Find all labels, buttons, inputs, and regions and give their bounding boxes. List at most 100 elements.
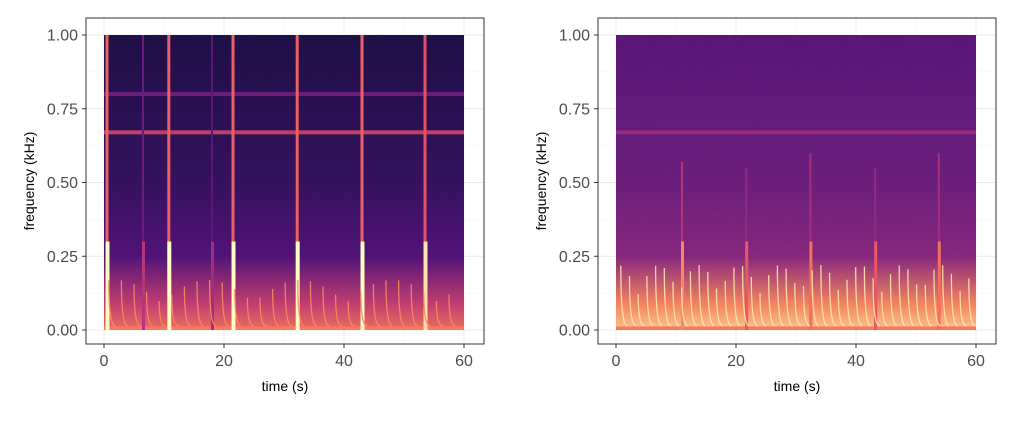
y-tick-label: 1.00 xyxy=(47,28,78,45)
call-arc xyxy=(158,300,166,327)
call-arc xyxy=(108,280,116,327)
y-tick-label: 0.00 xyxy=(47,323,78,340)
dc-band xyxy=(104,326,464,330)
broadband-event-base xyxy=(809,241,813,330)
call-arc xyxy=(145,291,154,327)
call-arc xyxy=(654,265,663,327)
call-arc xyxy=(855,267,863,327)
call-arc xyxy=(698,265,706,327)
dc-band xyxy=(616,326,976,330)
call-arc xyxy=(385,280,393,327)
y-tick-label: 0.50 xyxy=(47,175,78,192)
call-arc xyxy=(196,281,204,327)
plot-frame xyxy=(85,17,485,345)
call-arc xyxy=(794,283,802,327)
tonal-line xyxy=(616,130,976,135)
call-arc xyxy=(397,280,406,327)
broadband-event-base xyxy=(423,241,428,330)
call-arc xyxy=(448,294,456,327)
spectrogram-noise xyxy=(104,35,464,330)
call-arc xyxy=(183,286,192,327)
broadband-event-base xyxy=(874,241,878,330)
spectrogram-heatmap xyxy=(104,35,464,330)
call-arc xyxy=(741,266,750,327)
x-tick-label: 0 xyxy=(100,353,109,370)
call-arc xyxy=(322,286,330,327)
call-arc xyxy=(334,294,343,327)
call-arc xyxy=(246,297,255,327)
low-frequency-calls xyxy=(620,265,976,327)
y-tick-label: 0.25 xyxy=(559,249,590,266)
spectrogram-panel-left: 0 20 40 60 0.00 0.25 0.50 0.75 1.00 time (s) frequ… xyxy=(21,17,485,394)
call-arc xyxy=(372,284,381,327)
broadband-event xyxy=(423,35,427,330)
chart-root-left: 0 20 40 60 0.00 0.25 0.50 0.75 1.00 time (s) frequ… xyxy=(21,17,485,394)
call-arc xyxy=(924,284,933,327)
call-arc xyxy=(628,275,637,327)
broadband-event-base xyxy=(142,241,145,330)
call-arc xyxy=(802,286,811,327)
spectrogram-heatmap xyxy=(616,35,976,330)
call-arc xyxy=(689,271,698,327)
broadband-event-base xyxy=(745,241,749,330)
broadband-event xyxy=(167,35,171,330)
call-arc xyxy=(881,291,889,327)
x-tick-label: 20 xyxy=(727,353,745,370)
y-tick-label: 0.50 xyxy=(559,175,590,192)
call-arc xyxy=(120,280,129,327)
call-arc xyxy=(646,276,654,327)
x-tick-label: 40 xyxy=(335,353,353,370)
call-arc xyxy=(360,291,368,327)
call-arc xyxy=(715,288,724,327)
call-arc xyxy=(915,284,924,327)
chart-root-right: 0 20 40 60 0.00 0.25 0.50 0.75 1.00 time (s) frequ… xyxy=(533,17,997,394)
call-arc xyxy=(423,291,431,327)
call-arc xyxy=(846,279,854,327)
call-arc xyxy=(828,272,837,327)
x-axis-title: time (s) xyxy=(262,378,309,394)
call-arc xyxy=(208,279,217,327)
call-arc xyxy=(620,265,628,327)
call-arc xyxy=(297,279,305,327)
broadband-event-base xyxy=(681,241,684,330)
call-arc xyxy=(133,284,141,327)
x-tick-label: 60 xyxy=(967,353,985,370)
call-arc xyxy=(347,300,355,327)
call-arc xyxy=(284,282,292,327)
call-arc xyxy=(410,284,418,327)
broadband-event xyxy=(211,35,213,330)
call-arc xyxy=(271,288,280,327)
x-tick-label: 0 xyxy=(612,353,621,370)
call-arc xyxy=(942,265,950,327)
call-arc xyxy=(724,280,732,327)
call-arc xyxy=(681,287,689,327)
call-arc xyxy=(907,269,915,327)
call-arc xyxy=(872,278,880,327)
call-arc xyxy=(750,276,759,327)
call-arc xyxy=(759,293,767,327)
call-arc xyxy=(950,273,959,327)
y-tick-label: 0.25 xyxy=(47,249,78,266)
call-arc xyxy=(259,297,267,327)
call-arc xyxy=(637,294,645,327)
spectrogram-left-svg: 0 20 40 60 0.00 0.25 0.50 0.75 1.00 time (s) frequ… xyxy=(21,17,485,394)
broadband-event xyxy=(142,35,144,330)
y-axis-title: frequency (kHz) xyxy=(21,132,37,231)
call-arc xyxy=(889,274,898,327)
call-arc xyxy=(968,278,976,327)
spectrogram-right-svg: 0 20 40 60 0.00 0.25 0.50 0.75 1.00 time (s) frequ… xyxy=(533,17,997,394)
spectrogram-noise xyxy=(616,35,976,330)
call-arc xyxy=(863,266,872,327)
low-frequency-calls xyxy=(108,279,456,327)
y-tick-label: 0.75 xyxy=(47,101,78,118)
broadband-event-base xyxy=(167,241,172,330)
call-arc xyxy=(733,267,741,327)
spectrogram-panel-right: 0 20 40 60 0.00 0.25 0.50 0.75 1.00 time (s) frequ… xyxy=(512,0,1024,439)
x-tick-label: 60 xyxy=(455,353,473,370)
broadband-event xyxy=(295,35,299,330)
x-tick-label: 40 xyxy=(847,353,865,370)
plot-frame xyxy=(597,17,997,345)
broadband-event-base xyxy=(937,241,941,330)
call-arc xyxy=(898,265,906,327)
broadband-event-base xyxy=(231,241,236,330)
